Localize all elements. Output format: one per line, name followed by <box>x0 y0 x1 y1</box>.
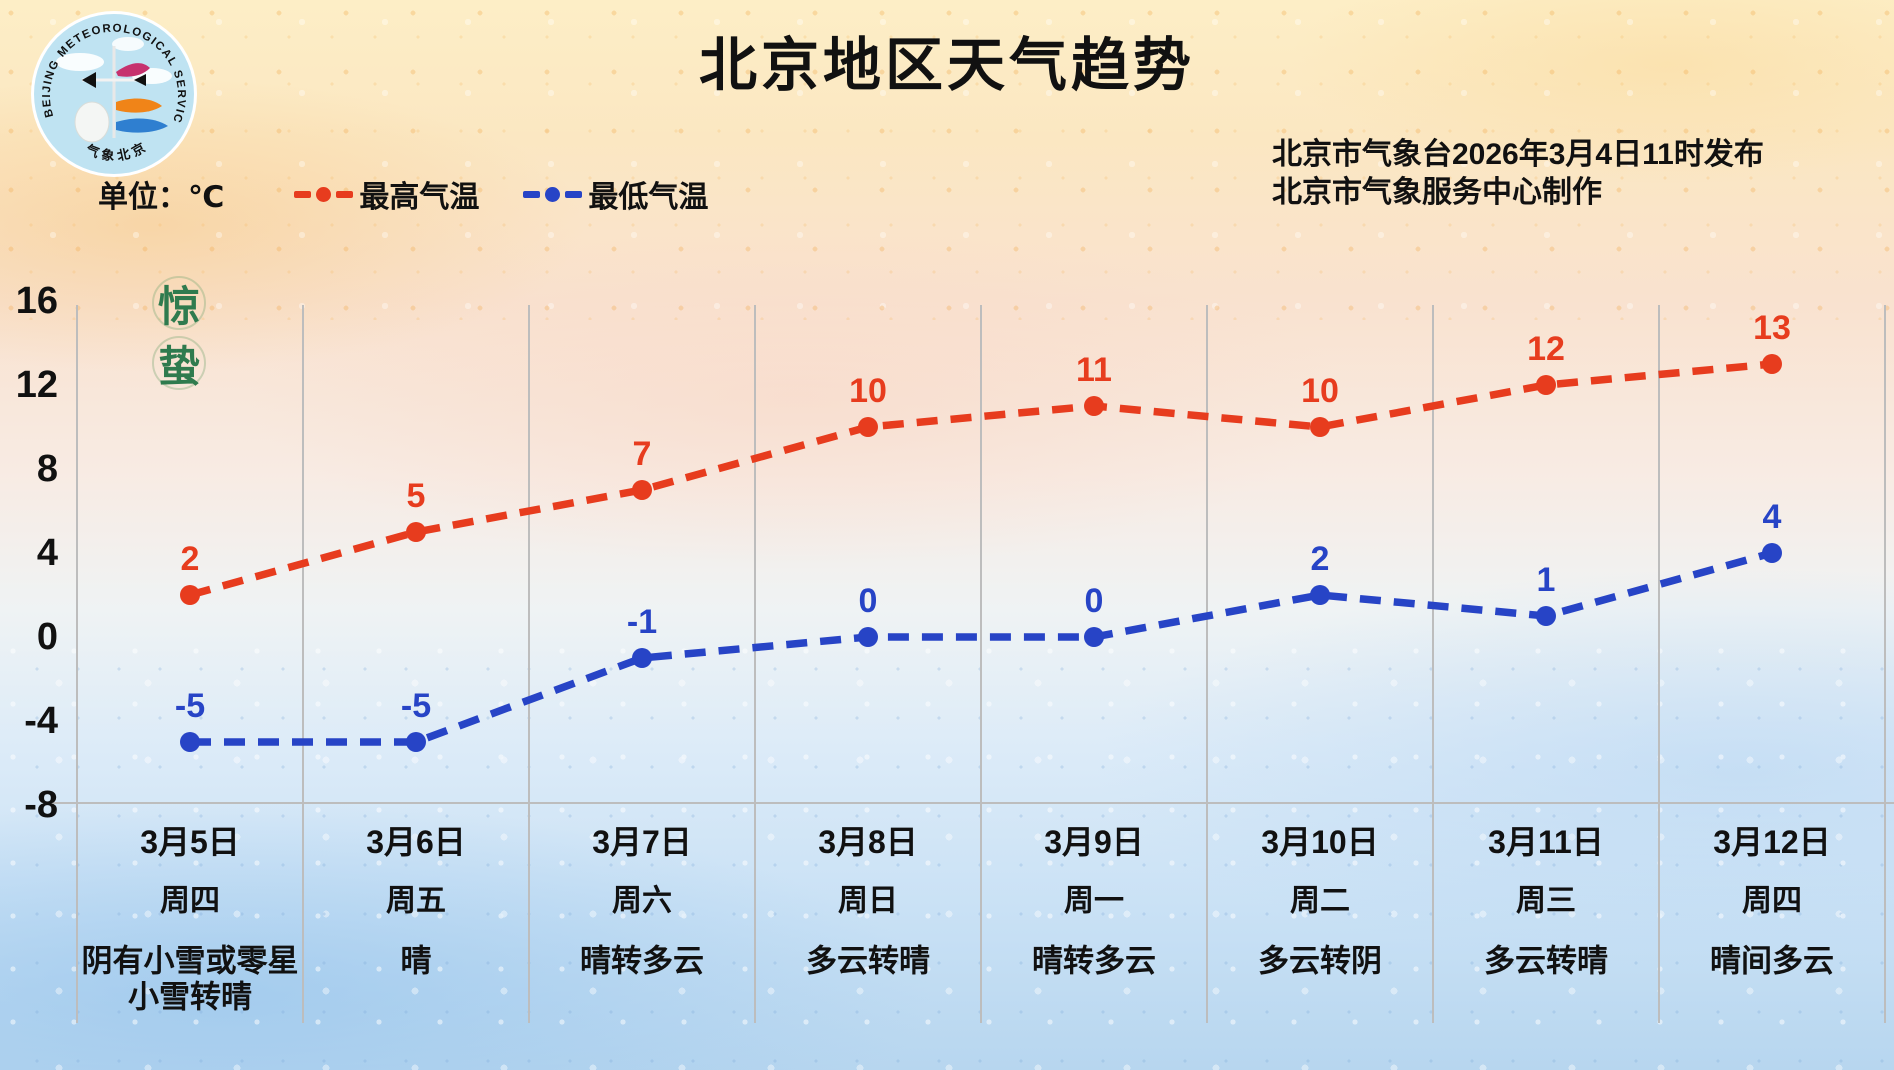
min-temp-line <box>190 549 1774 746</box>
max-temp-value-label: 2 <box>181 540 200 578</box>
weather-label: 阴有小雪或零星 <box>82 944 299 979</box>
min-temp-value-label: 0 <box>859 582 878 620</box>
max-temp-value-label: 12 <box>1527 330 1565 368</box>
solar-term-char-2: 蛰 <box>152 336 206 390</box>
legend: 单位：℃ 最高气温 最低气温 <box>98 172 708 216</box>
logo-vane-arrow-icon <box>82 72 96 88</box>
weather-label: 晴 <box>401 944 432 979</box>
weather-label: 多云转阴 <box>1258 944 1382 979</box>
max-temp-value-label: 11 <box>1076 351 1112 389</box>
min-temp-point <box>632 648 652 668</box>
beijing-meteorological-service-logo: BEIJING METEOROLOGICAL SERVICE 气象北京 <box>30 10 197 177</box>
max-temp-point <box>632 480 652 500</box>
logo-swoosh-blue <box>116 118 168 133</box>
weekday-label: 周五 <box>386 885 446 918</box>
min-temp-point <box>180 732 200 752</box>
min-temp-point <box>1084 627 1104 647</box>
logo-radar-dome-icon <box>74 101 110 143</box>
min-temp-value-label: 0 <box>1085 582 1104 620</box>
weather-label: 晴转多云 <box>1032 944 1156 979</box>
weather-label: 晴转多云 <box>580 944 704 979</box>
y-axis-tick-label: -4 <box>24 700 58 742</box>
weekday-label: 周四 <box>1742 885 1802 918</box>
solar-term-jingzhe: 惊 蛰 <box>152 276 206 390</box>
weather-label: 多云转晴 <box>1484 944 1608 979</box>
weather-label: 小雪转晴 <box>128 980 252 1015</box>
logo-cloud-icon <box>112 37 144 51</box>
weather-label: 多云转晴 <box>806 944 930 979</box>
min-temp-value-label: 2 <box>1311 540 1330 578</box>
max-temp-value-label: 10 <box>1301 372 1339 410</box>
min-temp-value-label: 4 <box>1763 498 1782 536</box>
max-temp-point <box>406 522 426 542</box>
min-temp-value-label: -1 <box>627 603 657 641</box>
y-axis-tick-label: 8 <box>37 448 58 490</box>
issuer-line1: 北京市气象台2026年3月4日11时发布 <box>1272 138 1764 171</box>
max-temp-point <box>1762 354 1782 374</box>
max-temp-point <box>180 585 200 605</box>
max-temp-value-label: 5 <box>407 477 426 515</box>
min-temp-value-label: -5 <box>175 687 205 725</box>
max-temp-point <box>1310 417 1330 437</box>
min-temp-value-label: -5 <box>401 687 431 725</box>
weather-label: 晴间多云 <box>1710 944 1834 979</box>
logo-swoosh-magenta <box>116 63 150 77</box>
max-temp-value-label: 13 <box>1753 309 1791 347</box>
legend-item-max-temp: 最高气温 <box>294 172 479 216</box>
date-label: 3月6日 <box>366 824 466 860</box>
max-temp-point <box>1536 375 1556 395</box>
weekday-label: 周二 <box>1290 885 1350 918</box>
date-label: 3月5日 <box>140 824 240 860</box>
min-temp-value-label: 1 <box>1537 561 1556 599</box>
min-temp-point <box>1310 585 1330 605</box>
date-label: 3月10日 <box>1261 824 1378 860</box>
date-label: 3月9日 <box>1044 824 1144 860</box>
max-temp-value-label: 7 <box>633 435 652 473</box>
min-temp-point <box>1762 543 1782 563</box>
weekday-label: 周六 <box>612 885 672 918</box>
logo-swoosh-orange <box>116 98 162 113</box>
weekday-label: 周三 <box>1516 885 1576 918</box>
min-temp-dash-dot-icon <box>523 186 583 202</box>
legend-item-min-temp: 最低气温 <box>523 172 708 216</box>
y-axis-tick-label: -8 <box>24 784 58 826</box>
logo-vane-tail-icon <box>134 74 146 86</box>
min-temp-point <box>1536 606 1556 626</box>
date-label: 3月11日 <box>1488 824 1604 860</box>
issuer-line2: 北京市气象服务中心制作 <box>1272 176 1602 209</box>
unit-label: 单位：℃ <box>98 181 225 214</box>
weekday-label: 周日 <box>838 885 898 918</box>
legend-label-min-temp: 最低气温 <box>588 181 709 214</box>
y-axis-tick-label: 4 <box>37 532 58 574</box>
page-title: 北京地区天气趋势 <box>698 33 1195 98</box>
legend-label-max-temp: 最高气温 <box>359 181 480 214</box>
max-temp-point <box>1084 396 1104 416</box>
logo-cloud-icon <box>56 53 104 71</box>
weekday-label: 周一 <box>1064 885 1124 918</box>
max-temp-point <box>858 417 878 437</box>
max-temp-value-label: 10 <box>849 372 887 410</box>
weekday-label: 周四 <box>160 885 220 918</box>
solar-term-char-1: 惊 <box>152 276 206 330</box>
max-temp-line <box>188 360 1773 599</box>
min-temp-point <box>858 627 878 647</box>
date-label: 3月12日 <box>1713 824 1830 860</box>
y-axis-tick-label: 0 <box>37 616 58 658</box>
min-temp-point <box>406 732 426 752</box>
issuer-block: 北京市气象台2026年3月4日11时发布 北京市气象服务中心制作 <box>1272 136 1764 212</box>
date-label: 3月8日 <box>818 824 918 860</box>
y-axis-tick-label: 16 <box>16 280 58 322</box>
y-axis-tick-label: 12 <box>16 364 58 406</box>
max-temp-dash-dot-icon <box>294 186 354 202</box>
date-label: 3月7日 <box>592 824 692 860</box>
